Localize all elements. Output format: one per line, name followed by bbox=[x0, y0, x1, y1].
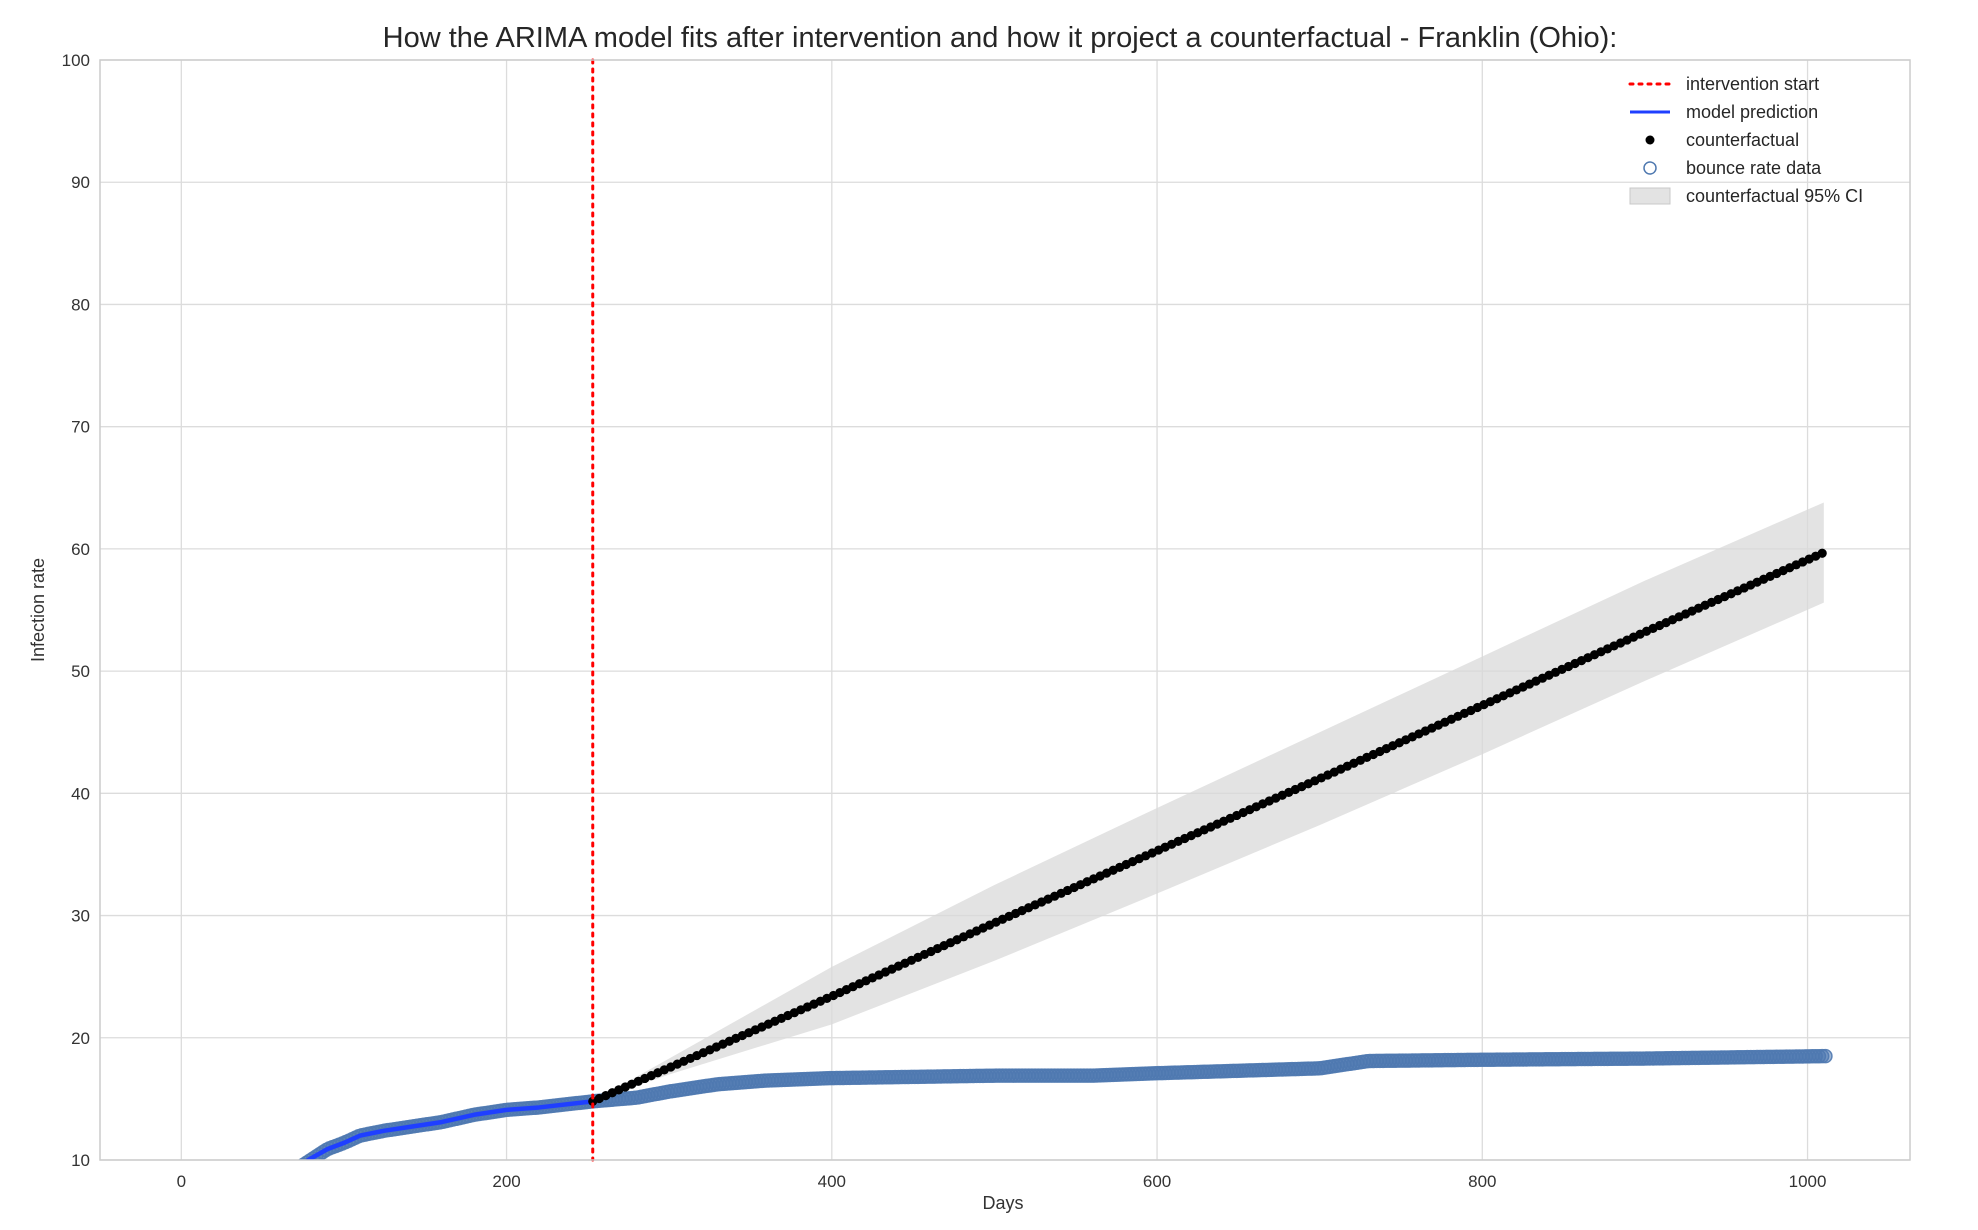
y-axis-title: Infection rate bbox=[28, 558, 48, 662]
y-tick-label: 100 bbox=[62, 51, 90, 70]
x-tick-label: 1000 bbox=[1789, 1172, 1827, 1191]
x-tick-label: 800 bbox=[1468, 1172, 1496, 1191]
legend-label: counterfactual bbox=[1686, 130, 1799, 150]
y-tick-label: 70 bbox=[71, 418, 90, 437]
x-axis-title: Days bbox=[982, 1193, 1023, 1213]
x-tick-label: 600 bbox=[1143, 1172, 1171, 1191]
legend: intervention start model prediction counte… bbox=[1628, 74, 1863, 206]
x-tick-labels: 0 200 400 600 800 1000 bbox=[177, 1172, 1827, 1191]
y-tick-label: 80 bbox=[71, 295, 90, 314]
chart-title: How the ARIMA model fits after intervent… bbox=[383, 22, 1618, 54]
y-tick-label: 30 bbox=[71, 907, 90, 926]
y-tick-labels: 10 20 30 40 50 60 70 80 90 100 bbox=[62, 51, 90, 1170]
y-tick-label: 40 bbox=[71, 784, 90, 803]
y-tick-label: 90 bbox=[71, 173, 90, 192]
y-tick-label: 50 bbox=[71, 662, 90, 681]
model-prediction-line bbox=[305, 1099, 595, 1160]
x-tick-label: 400 bbox=[818, 1172, 846, 1191]
model-prediction-layer bbox=[305, 1099, 595, 1160]
legend-label: counterfactual 95% CI bbox=[1686, 186, 1863, 206]
counterfactual-layer bbox=[588, 548, 1827, 1106]
legend-swatch-ci bbox=[1629, 187, 1671, 205]
legend-label: bounce rate data bbox=[1686, 158, 1822, 178]
legend-swatch-observed bbox=[1643, 161, 1657, 175]
observed-point bbox=[1818, 1048, 1833, 1064]
y-tick-label: 60 bbox=[71, 540, 90, 559]
x-tick-label: 0 bbox=[177, 1172, 186, 1191]
legend-label: intervention start bbox=[1686, 74, 1819, 94]
plot-frame bbox=[99, 59, 1911, 1161]
ci-band bbox=[592, 502, 1824, 1102]
legend-label: model prediction bbox=[1686, 102, 1818, 122]
ci-band-layer bbox=[592, 502, 1824, 1102]
legend-swatch-counterfactual bbox=[1645, 135, 1655, 145]
x-tick-label: 200 bbox=[492, 1172, 520, 1191]
y-tick-label: 10 bbox=[71, 1151, 90, 1170]
y-tick-label: 20 bbox=[71, 1029, 90, 1048]
counterfactual-point bbox=[1817, 548, 1827, 558]
